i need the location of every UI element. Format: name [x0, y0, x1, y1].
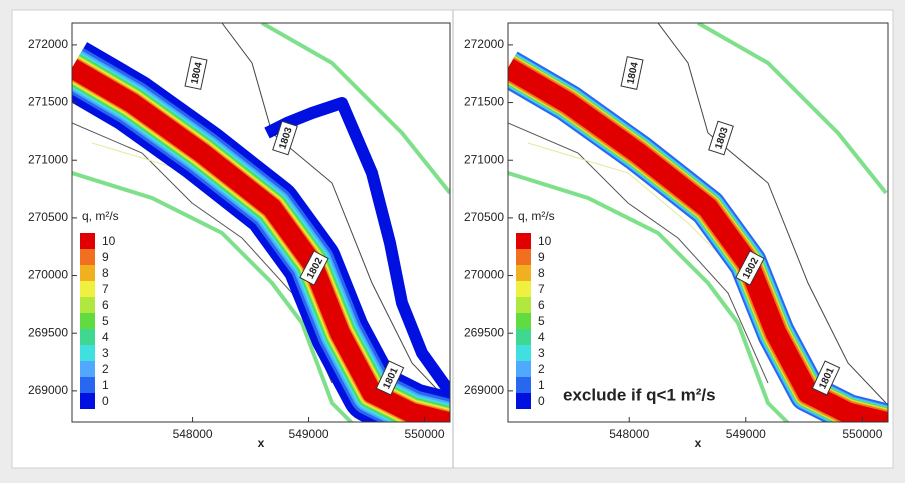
y-tick-label: 272000	[28, 37, 68, 51]
y-tick-label: 271500	[28, 95, 68, 109]
section-label: 1803	[272, 120, 298, 156]
legend-label: 1	[538, 378, 545, 392]
y-tick-label: 269000	[28, 383, 68, 397]
section-label-box	[184, 56, 208, 90]
x-axis-label: x	[695, 436, 702, 450]
y-tick-label: 270500	[28, 210, 68, 224]
legend-label: 7	[538, 282, 545, 296]
legend-label: 2	[102, 362, 109, 376]
legend-title: q, m²/s	[518, 209, 555, 223]
legend-swatch	[516, 377, 531, 393]
legend-label: 6	[102, 298, 109, 312]
section-label-box	[375, 360, 405, 396]
legend-swatch	[80, 281, 95, 297]
y-tick-label: 269500	[464, 325, 504, 339]
section-label-box	[708, 120, 734, 156]
bank-line	[508, 171, 790, 422]
legend-swatch	[516, 361, 531, 377]
x-tick-label: 550000	[404, 427, 444, 441]
section-label: 1801	[375, 360, 405, 396]
y-tick-label: 269500	[28, 325, 68, 339]
section-label-box	[735, 250, 765, 286]
legend-swatch	[516, 281, 531, 297]
x-tick-label: 549000	[289, 427, 329, 441]
legend-swatch	[80, 313, 95, 329]
legend-label: 10	[102, 234, 116, 248]
legend-swatch	[516, 265, 531, 281]
section-label: 1803	[708, 120, 734, 156]
legend-label: 0	[102, 394, 109, 408]
x-tick-label: 549000	[726, 427, 766, 441]
bank-line	[72, 171, 354, 422]
legend-swatch	[80, 361, 95, 377]
plot-border	[507, 22, 889, 423]
legend-swatch	[516, 345, 531, 361]
legend-swatch	[80, 297, 95, 313]
section-label-box	[299, 250, 329, 286]
section-label-text: 1804	[189, 61, 204, 85]
x-axis-label: x	[258, 436, 265, 450]
legend-swatch	[80, 233, 95, 249]
legend-label: 5	[102, 314, 109, 328]
legend-swatch	[80, 249, 95, 265]
bank-line	[261, 23, 450, 195]
legend-label: 8	[102, 266, 109, 280]
section-label: 1804	[184, 56, 208, 90]
legend-swatch	[516, 329, 531, 345]
legend-label: 4	[102, 330, 109, 344]
x-tick-label: 548000	[609, 427, 649, 441]
section-label-text: 1804	[625, 61, 640, 85]
legend-label: 9	[102, 250, 109, 264]
legend-swatch	[516, 393, 531, 409]
legend-swatch	[516, 249, 531, 265]
legend-label: 6	[538, 298, 545, 312]
legend-swatch	[516, 233, 531, 249]
y-tick-label: 270000	[464, 268, 504, 282]
x-tick-label: 548000	[173, 427, 213, 441]
legend-label: 3	[538, 346, 545, 360]
legend-swatch	[80, 393, 95, 409]
legend-label: 3	[102, 346, 109, 360]
y-tick-label: 269000	[464, 383, 504, 397]
legend-swatch	[80, 329, 95, 345]
y-tick-label: 270000	[28, 268, 68, 282]
note: exclude if q<1 m²/s	[563, 385, 716, 404]
section-label-box	[811, 360, 841, 396]
y-tick-label: 271000	[464, 152, 504, 166]
legend-swatch	[516, 313, 531, 329]
bank-line	[508, 122, 769, 384]
legend-label: 4	[538, 330, 545, 344]
section-label: 1801	[811, 360, 841, 396]
section-label: 1804	[620, 56, 644, 90]
legend-swatch	[80, 265, 95, 281]
legend-label: 0	[538, 394, 545, 408]
legend-label: 2	[538, 362, 545, 376]
legend-label: 1	[102, 378, 109, 392]
legend-label: 9	[538, 250, 545, 264]
section-label-box	[272, 120, 298, 156]
y-tick-label: 271000	[28, 152, 68, 166]
section-label-box	[620, 56, 644, 90]
bank-line	[221, 23, 450, 404]
plot-area: 18041803180218011800	[72, 23, 450, 422]
y-tick-label: 272000	[464, 37, 504, 51]
legend-label: 7	[102, 282, 109, 296]
legend-label: 5	[538, 314, 545, 328]
legend-label: 8	[538, 266, 545, 280]
plot-area: 18041803180218011800	[508, 23, 888, 422]
y-tick-label: 271500	[464, 95, 504, 109]
side-channel	[264, 97, 450, 403]
y-tick-label: 270500	[464, 210, 504, 224]
legend-swatch	[80, 377, 95, 393]
legend-swatch	[516, 297, 531, 313]
bank-line	[697, 23, 888, 195]
x-tick-label: 550000	[842, 427, 882, 441]
plot-border	[71, 22, 451, 423]
legend-swatch	[80, 345, 95, 361]
bank-line	[657, 23, 887, 404]
legend-title: q, m²/s	[82, 209, 119, 223]
legend-label: 10	[538, 234, 552, 248]
